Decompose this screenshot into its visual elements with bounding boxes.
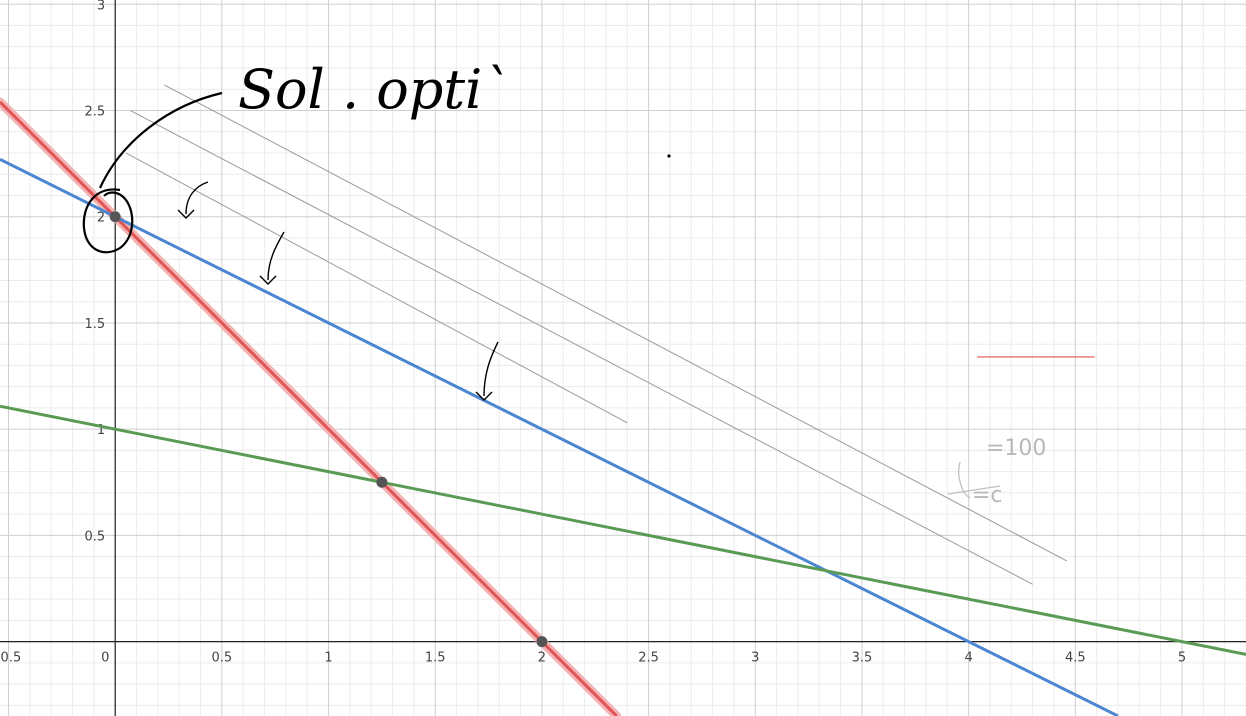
- guide-line: [129, 110, 1033, 585]
- ink-faint-scribble: [947, 461, 1001, 499]
- series-lines: [0, 97, 1246, 716]
- intersection-point[interactable]: [536, 636, 548, 648]
- x-tick-label: 5: [1178, 651, 1186, 666]
- series-line-3[interactable]: [0, 404, 1246, 656]
- x-tick-label: 1: [324, 651, 332, 666]
- series-line-1[interactable]: [0, 100, 618, 716]
- series-line-2[interactable]: [0, 158, 1119, 716]
- x-tick-label: 1.5: [425, 651, 446, 666]
- guide-line: [164, 84, 1068, 562]
- x-tick-label: 2: [538, 651, 546, 666]
- handwritten-annotations: Sol . opti` =100 =c: [82, 58, 1046, 508]
- x-tick-label: 3: [751, 651, 759, 666]
- handwritten-text: Sol . opti`: [238, 58, 509, 121]
- ink-circle: [82, 188, 134, 254]
- ink-leader-curve: [99, 91, 223, 189]
- ink-dot: [667, 154, 671, 158]
- guide-lines: [125, 84, 1068, 585]
- x-tick-label: 4.5: [1065, 651, 1086, 666]
- y-tick-label: 0.5: [85, 529, 106, 544]
- y-tick-label: 3: [97, 0, 105, 13]
- x-tick-label: 0: [101, 651, 109, 666]
- faint-note-2: =c: [972, 483, 1003, 508]
- guide-line: [125, 152, 628, 424]
- intersection-point[interactable]: [109, 211, 121, 223]
- tick-labels: -0.5 0 0.5 1 1.5 2 2.5 3 3.5 4 4.5 5 0.5 1 1.5 2 2.5 3: [0, 0, 1186, 666]
- y-tick-label: 1: [97, 423, 105, 438]
- faint-note-1: =100: [986, 436, 1046, 461]
- ink-arrow-1: [177, 181, 209, 219]
- intersection-point[interactable]: [376, 476, 388, 488]
- y-tick-label: 2: [97, 211, 105, 226]
- y-tick-label: 1.5: [85, 317, 106, 332]
- x-tick-label: 3.5: [852, 651, 873, 666]
- x-tick-label: 2.5: [638, 651, 659, 666]
- ink-arrow-3: [475, 341, 499, 401]
- x-tick-label: 0.5: [212, 651, 233, 666]
- y-tick-label: 2.5: [85, 104, 106, 119]
- x-tick-label: -0.5: [0, 651, 21, 666]
- x-tick-label: 4: [964, 651, 972, 666]
- intersection-points: [109, 211, 548, 648]
- ink-arrow-2: [259, 231, 285, 285]
